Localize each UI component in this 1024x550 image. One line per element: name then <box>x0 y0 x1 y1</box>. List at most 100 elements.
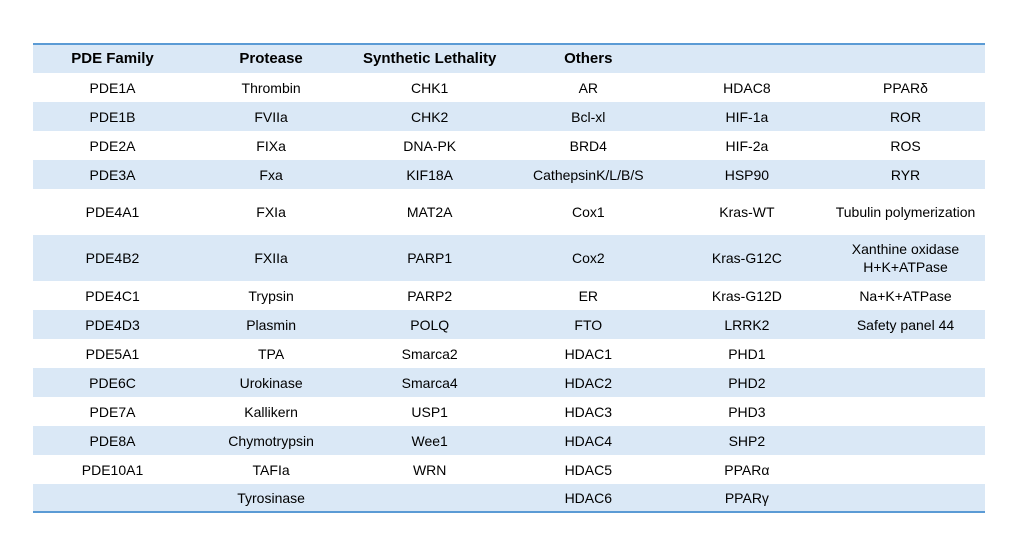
table-cell: PDE5A1 <box>85 345 140 362</box>
table-row: PDE6C Urokinase Smarca4 HDAC2 PHD2 <box>33 368 985 397</box>
header-cell: Protease <box>239 49 303 67</box>
table-cell: TPA <box>257 345 285 362</box>
table-cell: ROS <box>890 137 921 154</box>
table-cell: HDAC1 <box>564 345 613 362</box>
table-cell: PARP1 <box>407 250 453 266</box>
table-cell: WRN <box>412 461 447 478</box>
table-cell: Tubulin polymerization <box>835 204 976 220</box>
table-cell: BRD4 <box>569 137 607 154</box>
table-cell: Safety panel 44 <box>856 316 955 333</box>
table-row: PDE8A Chymotrypsin Wee1 HDAC4 SHP2 <box>33 426 985 455</box>
table-cell: FXIIa <box>254 250 288 266</box>
table-row: PDE2A FIXa DNA-PK BRD4 HIF-2a ROS <box>33 131 985 160</box>
table-cell: Smarca4 <box>401 374 458 391</box>
top-rule <box>33 43 985 45</box>
header-cell: PDE Family <box>71 49 154 67</box>
table-cell: PDE1A <box>89 79 136 96</box>
table-cell: Bcl-xl <box>571 108 606 125</box>
table-cell: PHD2 <box>728 374 766 391</box>
table-cell: Chymotrypsin <box>228 432 314 449</box>
table-cell: PDE3A <box>89 166 136 183</box>
table-cell: FTO <box>574 316 603 333</box>
table-row: PDE4D3 Plasmin POLQ FTO LRRK2 Safety panel 44 <box>33 310 985 339</box>
table-cell: PARP2 <box>407 287 453 304</box>
table-cell: HDAC4 <box>564 432 613 449</box>
table-cell: Cox1 <box>571 204 605 220</box>
table-cell: PDE8A <box>89 432 136 449</box>
table-cell: SHP2 <box>728 432 766 449</box>
table-cell: RYR <box>890 166 921 183</box>
table-cell: Kras-G12C <box>711 250 782 266</box>
table-cell: Fxa <box>259 166 283 183</box>
table-cell: MAT2A <box>406 204 453 220</box>
table-cell: Wee1 <box>411 432 448 449</box>
table-cell: PPARγ <box>724 490 769 506</box>
table-cell: USP1 <box>411 403 448 420</box>
table-row: PDE1A Thrombin CHK1 AR HDAC8 PPARδ <box>33 73 985 102</box>
table-cell: TAFIa <box>252 461 290 478</box>
bottom-rule <box>33 511 985 513</box>
table-cell: CHK1 <box>411 79 449 96</box>
table-cell: PDE4C1 <box>85 287 140 304</box>
table-cell: PDE7A <box>89 403 136 420</box>
table-cell: FXIa <box>256 204 286 220</box>
header-cell: Synthetic Lethality <box>363 49 497 67</box>
table-cell: Kras-WT <box>719 204 775 220</box>
header-row: PDE Family Protease Synthetic Lethality Oth… <box>33 44 985 73</box>
table-cell: Trypsin <box>248 287 294 304</box>
table-cell: FVIIa <box>254 108 288 125</box>
cell-line: H+K+ATPase <box>863 259 948 275</box>
table-cell: POLQ <box>410 316 450 333</box>
table-row: PDE10A1 TAFIa WRN HDAC5 PPARα <box>33 455 985 484</box>
table-cell: ROR <box>889 108 922 125</box>
table-cell: PDE4B2 <box>85 250 140 266</box>
table-row: PDE3A Fxa KIF18A CathepsinK/L/B/S HSP90 RYR <box>33 160 985 189</box>
table-cell: HDAC2 <box>564 374 613 391</box>
table-row: PDE4C1 Trypsin PARP2 ER Kras-G12D Na+K+ATPase <box>33 281 985 310</box>
table-cell: PDE6C <box>89 374 136 391</box>
table-cell: Na+K+ATPase <box>859 287 952 304</box>
table-cell: PDE2A <box>89 137 136 154</box>
table-row: PDE1B FVIIa CHK2 Bcl-xl HIF-1a ROR <box>33 102 985 131</box>
header-cell: Others <box>564 49 613 67</box>
table-cell: Xanthine oxidase H+K+ATPase <box>827 235 985 281</box>
table-cell: Kallikern <box>244 403 298 420</box>
table-row: Tyrosinase HDAC6 PPARγ <box>33 484 985 512</box>
table-cell: Urokinase <box>239 374 303 391</box>
table-cell: FIXa <box>256 137 286 154</box>
table-cell: PDE4A1 <box>85 204 140 220</box>
table-cell: PDE10A1 <box>81 461 144 478</box>
table-cell: PPARδ <box>883 79 928 96</box>
table-cell: Cox2 <box>571 250 605 266</box>
table-cell: Plasmin <box>246 316 296 333</box>
table-cell: PDE1B <box>89 108 136 125</box>
table-cell: KIF18A <box>406 166 454 183</box>
table-cell: CathepsinK/L/B/S <box>533 166 644 183</box>
table-cell: HIF-2a <box>725 137 769 154</box>
table-cell: PHD3 <box>728 403 766 420</box>
table-cell: Smarca2 <box>401 345 458 362</box>
table-cell: ER <box>578 287 599 304</box>
table-cell: HIF-1a <box>725 108 769 125</box>
table-cell: HDAC6 <box>564 490 613 506</box>
table-cell: PPARα <box>724 461 770 478</box>
table-cell: DNA-PK <box>403 137 457 154</box>
table-cell: HSP90 <box>724 166 770 183</box>
table-row: PDE4A1 FXIa MAT2A Cox1 Kras-WT Tubulin polyme… <box>33 189 985 235</box>
table-cell: HDAC3 <box>564 403 613 420</box>
table-row: PDE4B2 FXIIa PARP1 Cox2 Kras-G12C Xanthine ox… <box>33 235 985 281</box>
table-row: PDE5A1 TPA Smarca2 HDAC1 PHD1 <box>33 339 985 368</box>
table-cell: HDAC5 <box>564 461 613 478</box>
table-cell: Tyrosinase <box>237 490 305 506</box>
table-cell: HDAC8 <box>723 79 771 96</box>
table-cell: PDE4D3 <box>85 316 140 333</box>
table-cell: Thrombin <box>241 79 301 96</box>
table-cell: AR <box>578 79 599 96</box>
table-cell: PHD1 <box>728 345 766 362</box>
table-cell: LRRK2 <box>724 316 770 333</box>
table-row: PDE7A Kallikern USP1 HDAC3 PHD3 <box>33 397 985 426</box>
cell-line: Xanthine oxidase <box>851 241 960 257</box>
table-cell: CHK2 <box>411 108 449 125</box>
table-cell: Kras-G12D <box>711 287 782 304</box>
